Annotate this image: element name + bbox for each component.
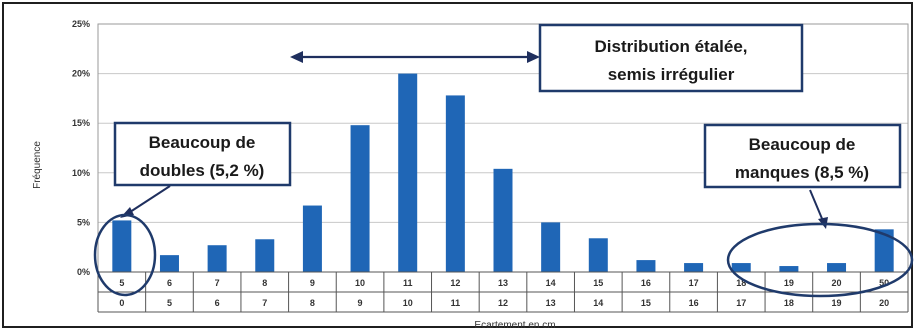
x-tick-label-row2: 20 — [879, 298, 889, 308]
x-tick-label-row1: 11 — [403, 278, 413, 288]
bar — [541, 222, 561, 272]
bar — [207, 245, 227, 272]
distribution-line1: Distribution étalée, — [594, 37, 747, 56]
x-tick-label-row2: 11 — [451, 298, 461, 308]
x-tick-label-row2: 15 — [641, 298, 651, 308]
bar — [779, 266, 799, 272]
distribution-line2: semis irrégulier — [608, 65, 735, 84]
x-tick-label-row2: 16 — [689, 298, 699, 308]
x-tick-label-row2: 9 — [358, 298, 363, 308]
x-tick-label-row1: 5 — [119, 278, 124, 288]
y-tick-label: 20% — [72, 69, 90, 79]
y-tick-label: 5% — [77, 217, 90, 227]
x-tick-label-row1: 9 — [310, 278, 315, 288]
bars — [112, 73, 894, 273]
manques-line1: Beaucoup de — [749, 135, 856, 154]
x-tick-label-row1: 15 — [593, 278, 603, 288]
x-tick-label-row1: 16 — [641, 278, 651, 288]
x-tick-label-row1: 8 — [262, 278, 267, 288]
y-tick-labels: 0% 5% 10% 15% 20% 25% — [72, 19, 90, 277]
x-tick-label-row1: 7 — [215, 278, 220, 288]
x-tick-label-row2: 13 — [546, 298, 556, 308]
bar — [874, 229, 894, 272]
doubles-highlight-ellipse — [93, 213, 157, 297]
y-tick-label: 25% — [72, 19, 90, 29]
bar — [302, 205, 322, 272]
y-tick-label: 0% — [77, 267, 90, 277]
x-tick-label-row1: 50 — [879, 278, 889, 288]
doubles-line1: Beaucoup de — [149, 133, 256, 152]
manques-line2: manques (8,5 %) — [735, 163, 869, 182]
x-tick-label-row2: 12 — [498, 298, 508, 308]
x-tick-label-row2: 0 — [119, 298, 124, 308]
bar — [827, 263, 847, 272]
distribution-arrow — [290, 51, 540, 63]
x-tick-label-row2: 14 — [593, 298, 603, 308]
x-tick-label-row2: 10 — [403, 298, 413, 308]
x-tick-label-row2: 19 — [832, 298, 842, 308]
y-axis-label: Fréquence — [32, 141, 43, 189]
manques-highlight-ellipse — [726, 222, 914, 298]
x-tick-label-row2: 5 — [167, 298, 172, 308]
x-tick-label-row2: 7 — [262, 298, 267, 308]
manques-callout: Beaucoup de manques (8,5 %) — [703, 123, 902, 229]
x-tick-label-row1: 18 — [736, 278, 746, 288]
x-tick-label-row2: 6 — [215, 298, 220, 308]
y-tick-label: 10% — [72, 168, 90, 178]
x-tick-label-row1: 20 — [832, 278, 842, 288]
y-tick-label: 15% — [72, 118, 90, 128]
bar — [684, 263, 704, 272]
x-tick-label-row2: 8 — [310, 298, 315, 308]
bar — [493, 168, 513, 272]
doubles-line2: doubles (5,2 %) — [140, 161, 265, 180]
bar — [350, 125, 370, 273]
x-tick-label-row1: 17 — [689, 278, 699, 288]
x-tick-label-row1: 13 — [498, 278, 508, 288]
x-tick-label-row1: 12 — [450, 278, 460, 288]
bar — [588, 238, 608, 272]
x-axis-label: Ecartement en cm — [474, 320, 555, 331]
bar — [112, 220, 132, 272]
doubles-callout: Beaucoup de doubles (5,2 %) — [113, 121, 292, 218]
distribution-callout: Distribution étalée, semis irrégulier — [538, 23, 804, 93]
x-tick-label-row1: 19 — [784, 278, 794, 288]
x-tick-label-row2: 17 — [736, 298, 746, 308]
x-tick-label-row1: 6 — [167, 278, 172, 288]
bar — [445, 95, 465, 272]
x-tick-label-row1: 14 — [546, 278, 556, 288]
x-tick-label-row2: 18 — [784, 298, 794, 308]
bar — [398, 73, 418, 272]
bar — [636, 260, 656, 272]
x-tick-label-row1: 10 — [355, 278, 365, 288]
bar — [255, 239, 275, 272]
bar — [159, 255, 179, 272]
bar — [731, 263, 751, 272]
x-axis-table: 5 6 7 8 9 10 11 12 13 14 15 16 17 18 19 20 50 0 5 6 7 8 9 10 11 1… — [97, 271, 909, 313]
